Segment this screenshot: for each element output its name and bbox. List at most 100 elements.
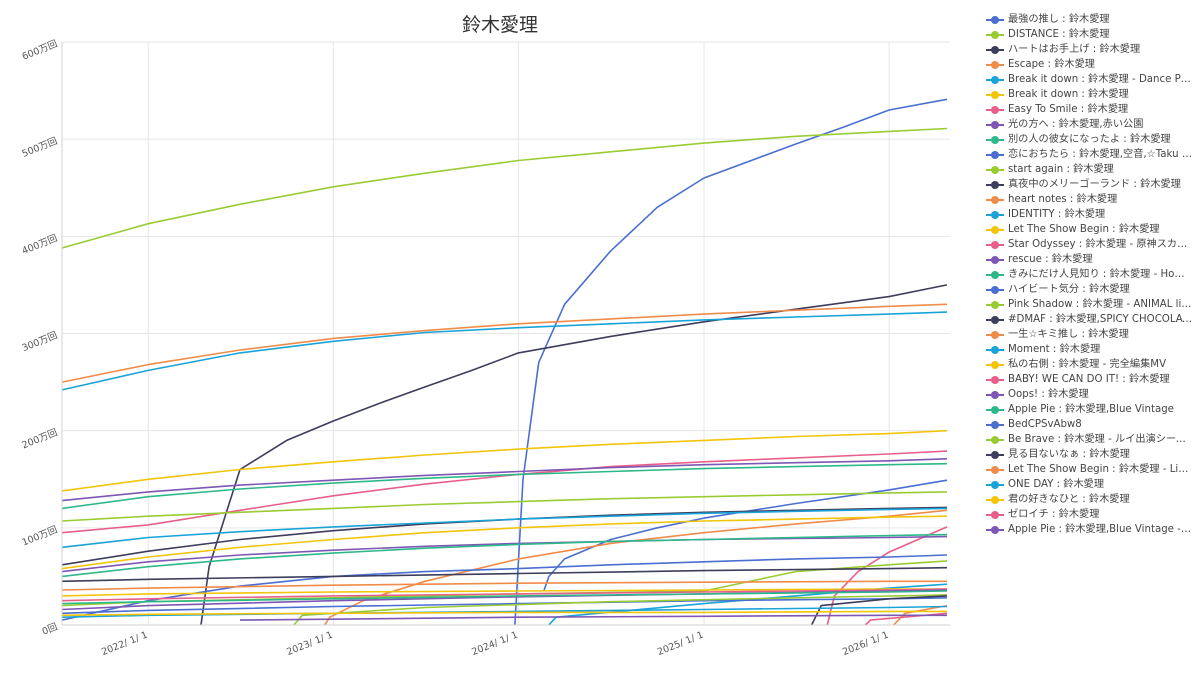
legend-marker-icon (986, 150, 1004, 160)
legend-label: 真夜中のメリーゴーランド : 鈴木愛理 (1008, 179, 1181, 190)
legend-item[interactable]: Escape : 鈴木愛理 (986, 57, 1196, 72)
legend-label: 見る目ないなぁ : 鈴木愛理 (1008, 449, 1130, 460)
legend-label: BABY! WE CAN DO IT! : 鈴木愛理 (1008, 374, 1170, 385)
legend-item[interactable]: 君の好きなひと : 鈴木愛理 (986, 492, 1196, 507)
legend-item[interactable]: ゼロイチ : 鈴木愛理 (986, 507, 1196, 522)
legend-label: Let The Show Begin : 鈴木愛理 (1008, 224, 1160, 235)
series-line-31[interactable] (893, 604, 948, 626)
series-line-1[interactable] (514, 98, 948, 626)
series-line-29[interactable] (293, 594, 948, 626)
legend-marker-icon (986, 75, 1004, 85)
legend-item[interactable]: 真夜中のメリーゴーランド : 鈴木愛理 (986, 177, 1196, 192)
series-line-4[interactable] (61, 303, 948, 383)
series-line-32[interactable] (61, 605, 948, 618)
legend-item[interactable]: BABY! WE CAN DO IT! : 鈴木愛理 (986, 372, 1196, 387)
series-line-21[interactable] (61, 566, 948, 583)
series-line-33[interactable] (61, 610, 947, 617)
series-line-9[interactable] (61, 462, 948, 510)
legend-item[interactable]: 一生☆キミ推し : 鈴木愛理 (986, 327, 1196, 342)
legend-item[interactable]: heart notes : 鈴木愛理 (986, 192, 1196, 207)
legend-item[interactable]: Let The Show Begin : 鈴木愛理 - Live ver. (986, 462, 1196, 477)
legend-item[interactable]: 最強の推し : 鈴木愛理 (986, 12, 1196, 27)
series-line-26[interactable] (61, 589, 948, 611)
series-line-16[interactable] (826, 526, 948, 626)
series-line-14[interactable] (61, 507, 948, 549)
legend-item[interactable]: ONE DAY : 鈴木愛理 (986, 477, 1196, 492)
legend-item[interactable]: BedCPSvAbw8 (986, 417, 1196, 432)
legend-label: Oops! : 鈴木愛理 (1008, 389, 1089, 400)
legend-item[interactable]: Oops! : 鈴木愛理 (986, 387, 1196, 402)
legend-item[interactable]: Be Brave : 鈴木愛理 - ルイ出演シーン... (986, 432, 1196, 447)
legend-label: rescue : 鈴木愛理 (1008, 254, 1093, 265)
legend-marker-icon (986, 165, 1004, 175)
series-line-3[interactable] (200, 284, 948, 626)
legend-item[interactable]: ハイビート気分 : 鈴木愛理 (986, 282, 1196, 297)
series-line-27[interactable] (61, 590, 948, 605)
legend-item[interactable]: 恋におちたら : 鈴木愛理,空音,☆Taku Takahashi (986, 147, 1196, 162)
legend-label: 別の人の彼女になったよ : 鈴木愛理 (1008, 134, 1171, 145)
series-line-13[interactable] (324, 509, 948, 626)
legend-marker-icon (986, 105, 1004, 115)
legend-marker-icon (986, 450, 1004, 460)
legend-label: #DMAF : 鈴木愛理,SPICY CHOCOLATE (1008, 314, 1194, 325)
legend-marker-icon (986, 390, 1004, 400)
series-line-2[interactable] (61, 127, 948, 249)
series-line-6[interactable] (61, 429, 948, 492)
legend-marker-icon (986, 270, 1004, 280)
series-line-5[interactable] (61, 311, 948, 391)
series-line-17[interactable] (61, 535, 948, 573)
legend-marker-icon (986, 375, 1004, 385)
legend-item[interactable]: きみにだけ人見知り : 鈴木愛理 - Home ver. (986, 267, 1196, 282)
legend-item[interactable]: 見る目ないなぁ : 鈴木愛理 (986, 447, 1196, 462)
legend-item[interactable]: 別の人の彼女になったよ : 鈴木愛理 (986, 132, 1196, 147)
series-line-25[interactable] (61, 588, 948, 602)
legend-item[interactable]: Star Odyssey : 鈴木愛理 - 原神スカーク (986, 237, 1196, 252)
legend-item[interactable]: ハートはお手上げ : 鈴木愛理 (986, 42, 1196, 57)
legend-label: Escape : 鈴木愛理 (1008, 59, 1095, 70)
legend-item[interactable]: Easy To Smile : 鈴木愛理 (986, 102, 1196, 117)
legend-marker-icon (986, 255, 1004, 265)
legend-item[interactable]: DISTANCE : 鈴木愛理 (986, 27, 1196, 42)
legend-item[interactable]: Apple Pie : 鈴木愛理,Blue Vintage (986, 402, 1196, 417)
legend-item[interactable]: start again : 鈴木愛理 (986, 162, 1196, 177)
legend-marker-icon (986, 60, 1004, 70)
legend-label: 私の右側 : 鈴木愛理 - 完全編集MV (1008, 359, 1167, 370)
series-line-15[interactable] (61, 515, 948, 570)
legend-label: start again : 鈴木愛理 (1008, 164, 1114, 175)
series-line-10[interactable] (543, 479, 948, 592)
legend-item[interactable]: Moment : 鈴木愛理 (986, 342, 1196, 357)
legend-item[interactable]: Apple Pie : 鈴木愛理,Blue Vintage - Lyric (986, 522, 1196, 537)
legend-label: Moment : 鈴木愛理 (1008, 344, 1101, 355)
legend-item[interactable]: #DMAF : 鈴木愛理,SPICY CHOCOLATE (986, 312, 1196, 327)
legend-marker-icon (986, 45, 1004, 55)
legend-marker-icon (986, 120, 1004, 130)
series-line-30[interactable] (810, 595, 948, 626)
series-line-19[interactable] (61, 554, 948, 621)
series-line-22[interactable] (61, 580, 947, 591)
x-tick-label: 2023/ 1/ 1 (285, 630, 334, 658)
legend-item[interactable]: Let The Show Begin : 鈴木愛理 (986, 222, 1196, 237)
series-line-12[interactable] (61, 506, 948, 566)
series-line-11[interactable] (61, 491, 948, 522)
series-line-24[interactable] (61, 588, 947, 597)
legend-item[interactable]: rescue : 鈴木愛理 (986, 252, 1196, 267)
legend-label: Star Odyssey : 鈴木愛理 - 原神スカーク (1008, 239, 1194, 250)
legend-label: BedCPSvAbw8 (1008, 419, 1082, 430)
legend-marker-icon (986, 90, 1004, 100)
legend-marker-icon (986, 495, 1004, 505)
legend-label: 恋におちたら : 鈴木愛理,空音,☆Taku Takahashi (1008, 149, 1194, 160)
legend-item[interactable]: Break it down : 鈴木愛理 - Dance Practice (986, 72, 1196, 87)
series-line-18[interactable] (61, 533, 948, 578)
legend-marker-icon (986, 525, 1004, 535)
legend-label: Pink Shadow : 鈴木愛理 - ANIMAL live ver. (1008, 299, 1194, 310)
legend-item[interactable]: 光の方へ : 鈴木愛理,赤い公園 (986, 117, 1196, 132)
legend-item[interactable]: 私の右側 : 鈴木愛理 - 完全編集MV (986, 357, 1196, 372)
y-tick-label: 500万回 (21, 136, 60, 160)
y-tick-label: 600万回 (21, 39, 60, 63)
legend-item[interactable]: Break it down : 鈴木愛理 (986, 87, 1196, 102)
series-line-35[interactable] (239, 614, 947, 621)
legend-item[interactable]: Pink Shadow : 鈴木愛理 - ANIMAL live ver. (986, 297, 1196, 312)
legend-item[interactable]: IDENTITY : 鈴木愛理 (986, 207, 1196, 222)
series-line-8[interactable] (61, 458, 948, 502)
legend-marker-icon (986, 180, 1004, 190)
